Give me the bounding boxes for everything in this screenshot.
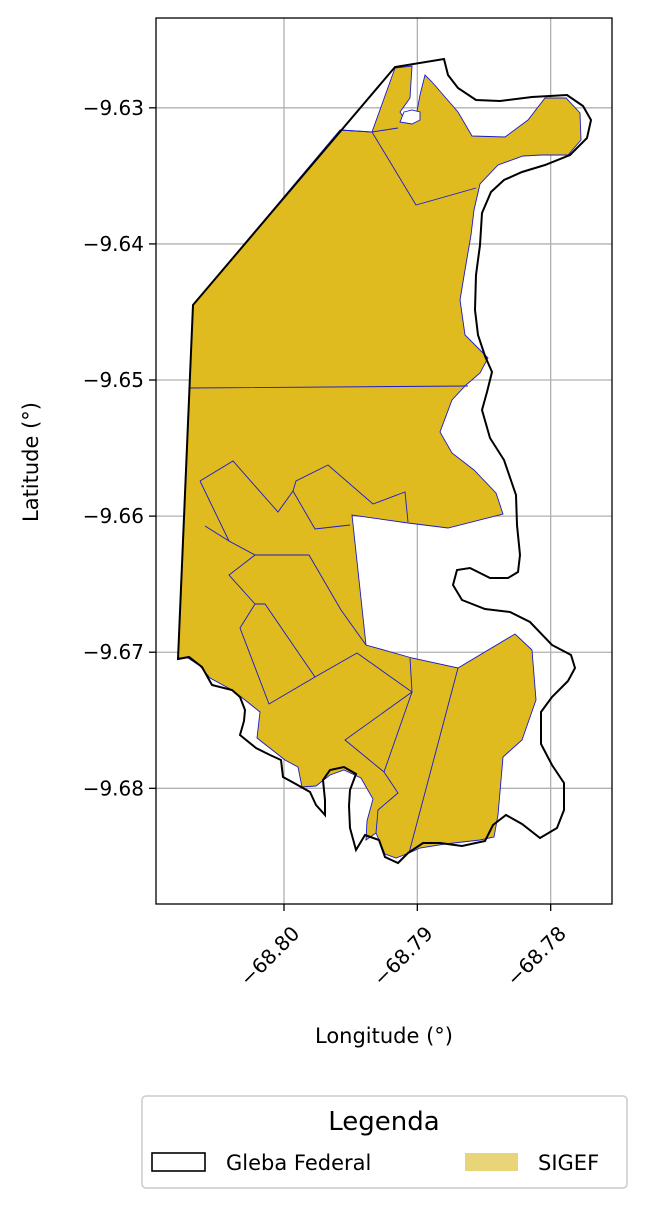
sigef-parcels <box>177 65 582 859</box>
legend-title: Legenda <box>328 1107 439 1137</box>
legend: Legenda Gleba Federal SIGEF <box>141 1095 628 1189</box>
y-axis-label: Latitude (°) <box>19 402 43 522</box>
x-ticks: −68.80 −68.79 −68.78 <box>235 904 571 991</box>
x-tick-label: −68.78 <box>502 921 571 990</box>
x-axis-label: Longitude (°) <box>315 1024 453 1048</box>
y-tick-label: −9.64 <box>83 232 144 256</box>
legend-label-sigef: SIGEF <box>538 1151 599 1175</box>
x-tick-label: −68.79 <box>368 921 437 990</box>
y-tick-label: −9.66 <box>83 504 144 528</box>
sigef-parcel-main <box>177 65 582 859</box>
y-tick-label: −9.65 <box>83 368 144 392</box>
x-tick-label: −68.80 <box>235 921 304 990</box>
y-tick-label: −9.68 <box>83 776 144 800</box>
gleba-federal-boundary <box>176 57 593 865</box>
y-tick-label: −9.63 <box>83 96 144 120</box>
legend-swatch-gleba <box>151 1152 206 1172</box>
y-ticks: −9.63 −9.64 −9.65 −9.66 −9.67 −9.68 <box>83 96 156 800</box>
sigef-gap-top <box>399 109 421 125</box>
axes-frame <box>155 17 613 905</box>
y-tick-label: −9.67 <box>83 640 144 664</box>
sigef-parcel-boundaries <box>188 127 477 854</box>
legend-swatch-sigef <box>465 1153 518 1171</box>
legend-label-gleba: Gleba Federal <box>226 1151 371 1175</box>
